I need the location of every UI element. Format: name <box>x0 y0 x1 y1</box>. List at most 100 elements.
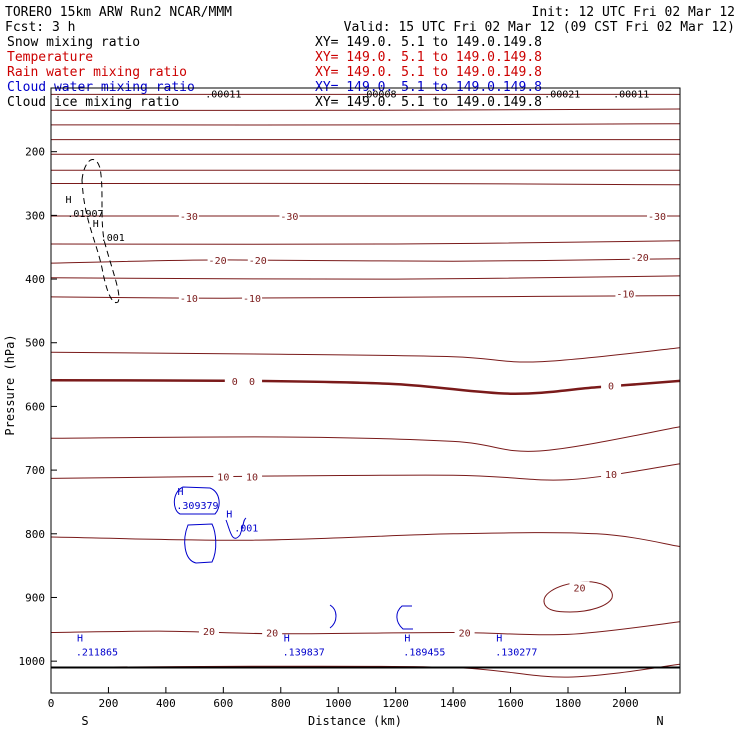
temperature-label-bg <box>647 210 668 224</box>
cloud-water-max-h-marker: H <box>77 634 83 645</box>
temperature-label-bg <box>629 250 650 264</box>
top-value-label: .00008 <box>360 89 396 100</box>
temperature-label: 0 <box>232 377 238 388</box>
y-tick-label: 200 <box>25 146 45 159</box>
temperature-label-bg <box>601 379 622 393</box>
cloud-water-max-value: .139837 <box>283 648 325 659</box>
temperature-label: 0 <box>608 381 614 392</box>
y-tick-label: 500 <box>25 337 45 350</box>
y-tick-label: 400 <box>25 273 45 286</box>
temperature-contour-t--48 <box>50 108 681 111</box>
temperature-label: -10 <box>616 290 634 301</box>
temperature-contour-t-10 <box>50 463 681 481</box>
temperature-label-bg <box>207 253 228 267</box>
temperature-contour-t-15 <box>50 532 681 547</box>
legend-snow-label: Snow mixing ratio <box>7 35 140 50</box>
temperature-contour-t--10 <box>50 295 681 299</box>
legend-snow-xy: XY= 149.0. 5.1 to 149.0.149.8 <box>315 35 542 50</box>
snow-max-h-marker: H <box>65 195 71 206</box>
temperature-label: 0 <box>249 377 255 388</box>
cloud-water-max-h-marker: H <box>404 634 410 645</box>
legend-cloud-ice-xy: XY= 149.0. 5.1 to 149.0.149.8 <box>315 95 542 110</box>
temperature-contour-t--15 <box>50 275 681 280</box>
y-axis-title: Pressure (hPa) <box>3 334 17 435</box>
legend-cloud-ice-label: Cloud ice mixing ratio <box>7 95 179 110</box>
cloud-water-contour <box>329 604 337 629</box>
snow-max-value: .001 <box>101 233 125 244</box>
temperature-contour-t-0 <box>50 379 681 395</box>
cloud-water-max-h-marker: H <box>284 634 290 645</box>
cloud-water-contour <box>396 605 413 630</box>
temperature-label-bg <box>454 626 475 640</box>
header-fcst: Fcst: 3 h <box>5 20 75 35</box>
cloud-water-max-h-marker: H <box>496 634 502 645</box>
cloud-water-max-h-marker: H <box>226 509 232 520</box>
y-tick-label: 1000 <box>19 655 46 668</box>
x-tick-label: 400 <box>156 697 176 710</box>
cloud-water-contours <box>173 486 413 630</box>
temperature-label: -30 <box>180 212 198 223</box>
x-tick-label: 1600 <box>497 697 524 710</box>
temperature-label-bg <box>262 626 283 640</box>
temperature-contour-t-25 <box>50 663 681 678</box>
cloud-water-max-value: .001 <box>234 523 258 534</box>
cloud-water-max-value: .211865 <box>76 648 118 659</box>
temperature-label: -20 <box>631 253 649 264</box>
temperature-contour-t--5 <box>50 347 681 363</box>
temperature-label: -30 <box>280 212 298 223</box>
temperature-contour-closed <box>543 581 613 613</box>
legend-temperature-xy: XY= 149.0. 5.1 to 149.0.149.8 <box>315 50 542 65</box>
temperature-label: 10 <box>605 470 617 481</box>
temperature-contour-t--25 <box>50 240 681 245</box>
temperature-label-bg <box>601 467 622 481</box>
y-tick-label: 800 <box>25 528 45 541</box>
temperature-label: 10 <box>246 472 258 483</box>
temperature-label-bg <box>224 374 245 388</box>
temperature-label-bg <box>213 470 234 484</box>
x-tick-label: 1400 <box>440 697 467 710</box>
header-model: TORERO 15km ARW Run2 NCAR/MMM <box>5 5 232 20</box>
cloud-water-contour <box>173 486 220 515</box>
snow-max-h-marker: H <box>93 219 99 230</box>
temperature-label-bg <box>178 292 199 306</box>
temperature-label: 10 <box>217 472 229 483</box>
cloud-water-max-value: .130277 <box>495 648 537 659</box>
x-tick-label: 600 <box>213 697 233 710</box>
x-tick-label: 1800 <box>555 697 582 710</box>
temperature-label-bg <box>615 287 636 301</box>
temperature-contour-t--20 <box>50 258 681 264</box>
top-value-label: .00011 <box>205 89 241 100</box>
x-end-label-south: S <box>81 714 88 728</box>
x-tick-label: 1200 <box>382 697 409 710</box>
temperature-label: 20 <box>573 583 585 594</box>
top-value-label: .00011 <box>613 89 649 100</box>
temperature-label: -10 <box>180 294 198 305</box>
temperature-label: -30 <box>648 212 666 223</box>
legend-rain-label: Rain water mixing ratio <box>7 65 187 80</box>
temperature-contour-t--46 <box>50 123 681 126</box>
y-tick-label: 300 <box>25 209 45 222</box>
y-tick-label: 700 <box>25 464 45 477</box>
temperature-label-bg <box>242 470 263 484</box>
snow-max-value: .01907 <box>67 209 103 220</box>
temperature-label-bg <box>569 581 590 595</box>
x-tick-label: 1000 <box>325 697 352 710</box>
x-axis-title: Distance (km) <box>308 714 402 728</box>
temperature-contour-t--35 <box>50 182 681 186</box>
plot-frame <box>50 87 681 694</box>
x-tick-label: 200 <box>99 697 119 710</box>
temperature-contour-t-5 <box>50 426 681 452</box>
cloud-water-max-h-marker: H <box>177 487 183 498</box>
x-tick-label: 800 <box>271 697 291 710</box>
header-valid: Valid: 15 UTC Fri 02 Mar 12 (09 CST Fri … <box>344 20 735 35</box>
x-tick-label: 2000 <box>612 697 639 710</box>
temperature-label: 20 <box>266 629 278 640</box>
temperature-contour-t-20 <box>50 621 681 636</box>
x-end-label-north: N <box>656 714 663 728</box>
cloud-water-max-value: .189455 <box>403 648 445 659</box>
legend-rain-xy: XY= 149.0. 5.1 to 149.0.149.8 <box>315 65 542 80</box>
x-tick-label: 0 <box>48 697 55 710</box>
header-init: Init: 12 UTC Fri 02 Mar 12 <box>532 5 736 20</box>
